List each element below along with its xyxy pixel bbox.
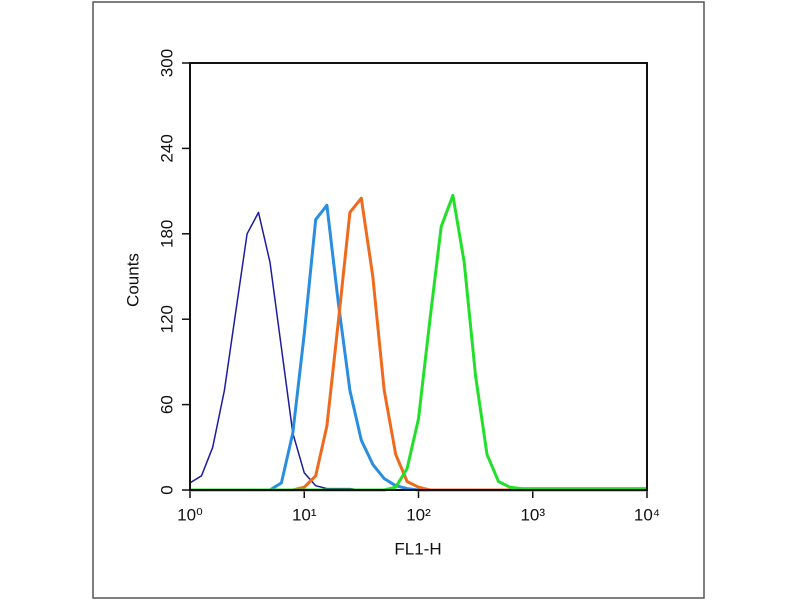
histogram-line <box>189 211 647 491</box>
y-tick-label: 120 <box>157 305 176 333</box>
y-tick-label: 240 <box>157 134 176 162</box>
outer-frame <box>92 1 705 599</box>
y-tick-label: 180 <box>157 220 176 248</box>
x-tick-label: 10⁴ <box>634 505 660 524</box>
x-tick-label: 10² <box>406 505 431 524</box>
y-tick-label: 300 <box>157 49 176 77</box>
y-tick-label: 0 <box>157 485 176 494</box>
x-tick-label: 10¹ <box>292 505 317 524</box>
x-tick-label: 10⁰ <box>177 505 203 524</box>
x-tick-label: 10³ <box>520 505 545 524</box>
histogram-line <box>190 196 647 492</box>
histogram-line <box>190 203 647 492</box>
x-axis-label: FL1-H <box>394 539 441 558</box>
y-tick-label: 60 <box>157 395 176 414</box>
plot-frame <box>189 62 648 491</box>
y-axis-label: Counts <box>123 253 142 307</box>
histogram-line <box>190 193 647 492</box>
